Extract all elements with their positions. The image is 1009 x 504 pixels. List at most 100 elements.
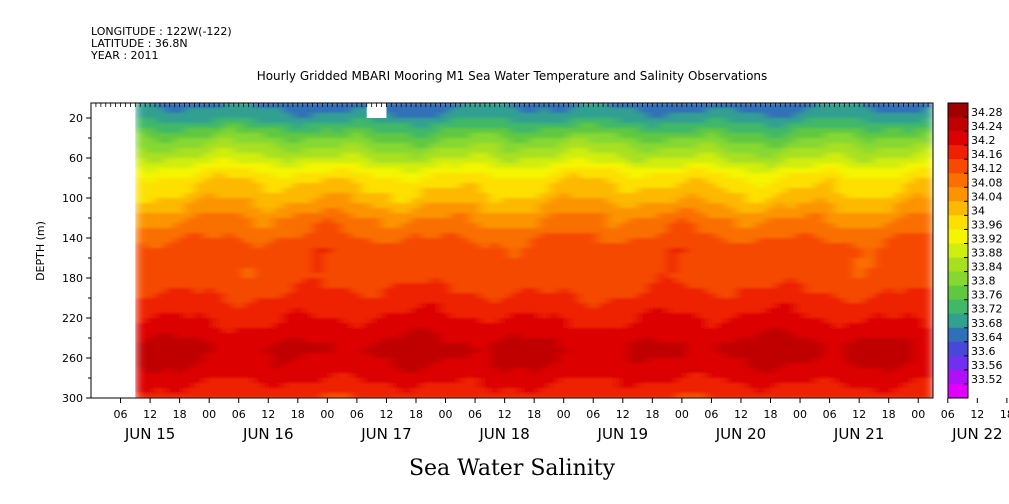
heatmap-cell bbox=[322, 263, 333, 269]
heatmap-cell bbox=[588, 228, 599, 234]
heatmap-cell bbox=[755, 283, 767, 289]
heatmap-cell bbox=[558, 393, 570, 398]
heatmap-cell bbox=[598, 163, 609, 169]
heatmap-cell bbox=[273, 293, 284, 299]
heatmap-cell bbox=[834, 123, 845, 129]
heatmap-cell bbox=[913, 183, 924, 189]
heatmap-cell bbox=[381, 153, 392, 159]
heatmap-cell bbox=[174, 283, 186, 289]
heatmap-cell bbox=[637, 363, 649, 369]
heatmap-cell bbox=[273, 203, 284, 209]
heatmap-cell bbox=[529, 393, 540, 398]
heatmap-cell bbox=[923, 273, 933, 279]
heatmap-cell bbox=[233, 218, 245, 224]
heatmap-cell bbox=[302, 338, 314, 344]
heatmap-cell bbox=[223, 193, 235, 199]
heatmap-cell bbox=[903, 318, 914, 324]
heatmap-cell bbox=[686, 338, 698, 344]
heatmap-cell bbox=[864, 288, 875, 294]
heatmap-cell bbox=[253, 383, 264, 389]
heatmap-cell bbox=[795, 258, 806, 264]
heatmap-cell bbox=[332, 353, 343, 359]
heatmap-cell bbox=[223, 198, 235, 204]
heatmap-cell bbox=[588, 298, 599, 304]
heatmap-cell bbox=[243, 353, 255, 359]
heatmap-cell bbox=[775, 348, 786, 354]
heatmap-cell bbox=[785, 148, 796, 154]
heatmap-cell bbox=[135, 168, 146, 174]
heatmap-cell bbox=[667, 208, 678, 214]
heatmap-cell bbox=[706, 223, 717, 229]
heatmap-cell bbox=[903, 183, 914, 189]
heatmap-cell bbox=[440, 228, 452, 234]
heatmap-cell bbox=[233, 393, 245, 398]
heatmap-cell bbox=[736, 258, 747, 264]
heatmap-cell bbox=[204, 188, 215, 194]
heatmap-cell bbox=[174, 158, 186, 164]
heatmap-cell bbox=[470, 178, 481, 184]
heatmap-cell bbox=[273, 108, 284, 114]
y-tick-label: 140 bbox=[62, 232, 83, 245]
heatmap-cell bbox=[824, 143, 836, 149]
heatmap-cell bbox=[302, 348, 314, 354]
heatmap-cell bbox=[903, 253, 914, 259]
heatmap-cell bbox=[223, 183, 235, 189]
heatmap-cell bbox=[450, 323, 461, 329]
heatmap-cell bbox=[312, 383, 324, 389]
heatmap-cell bbox=[499, 153, 511, 159]
heatmap-cell bbox=[608, 298, 619, 304]
heatmap-cell bbox=[509, 378, 520, 384]
heatmap-cell bbox=[706, 288, 717, 294]
heatmap-cell bbox=[696, 273, 708, 279]
heatmap-cell bbox=[214, 133, 225, 139]
heatmap-cell bbox=[854, 243, 865, 249]
heatmap-cell bbox=[460, 333, 471, 339]
heatmap-cell bbox=[155, 388, 166, 394]
heatmap-cell bbox=[608, 208, 619, 214]
heatmap-cell bbox=[706, 318, 717, 324]
heatmap-cell bbox=[765, 133, 777, 139]
heatmap-cell bbox=[184, 228, 196, 234]
heatmap-cell bbox=[529, 373, 540, 379]
heatmap-cell bbox=[647, 178, 658, 184]
heatmap-cell bbox=[755, 293, 767, 299]
heatmap-cell bbox=[864, 208, 875, 214]
heatmap-cell bbox=[617, 328, 629, 334]
heatmap-cell bbox=[814, 338, 826, 344]
heatmap-cell bbox=[558, 213, 570, 219]
heatmap-cell bbox=[529, 358, 540, 364]
heatmap-cell bbox=[558, 278, 570, 284]
heatmap-cell bbox=[489, 338, 501, 344]
heatmap-cell bbox=[529, 213, 540, 219]
heatmap-cell bbox=[509, 228, 520, 234]
heatmap-cell bbox=[873, 363, 885, 369]
heatmap-cell bbox=[361, 358, 373, 364]
heatmap-cell bbox=[637, 163, 649, 169]
heatmap-cell bbox=[420, 343, 432, 349]
heatmap-cell bbox=[864, 263, 875, 269]
heatmap-cell bbox=[539, 113, 550, 119]
heatmap-cell bbox=[164, 163, 176, 169]
heatmap-cell bbox=[391, 168, 402, 174]
heatmap-cell bbox=[174, 383, 186, 389]
heatmap-cell bbox=[923, 208, 933, 214]
heatmap-cell bbox=[401, 343, 412, 349]
heatmap-cell bbox=[164, 183, 176, 189]
heatmap-cell bbox=[548, 253, 560, 259]
heatmap-cell bbox=[145, 128, 156, 134]
heatmap-cell bbox=[755, 363, 767, 369]
heatmap-cell bbox=[588, 313, 599, 319]
heatmap-cell bbox=[174, 148, 186, 154]
heatmap-cell bbox=[243, 283, 255, 289]
heatmap-cell bbox=[440, 123, 452, 129]
heatmap-cell bbox=[686, 328, 698, 334]
heatmap-cell bbox=[302, 238, 314, 244]
heatmap-cell bbox=[371, 268, 383, 274]
heatmap-cell bbox=[706, 358, 717, 364]
heatmap-cell bbox=[864, 333, 875, 339]
heatmap-cell bbox=[745, 148, 757, 154]
heatmap-cell bbox=[489, 238, 501, 244]
heatmap-cell bbox=[667, 138, 678, 144]
heatmap-cell bbox=[371, 393, 383, 398]
heatmap-cell bbox=[499, 273, 511, 279]
